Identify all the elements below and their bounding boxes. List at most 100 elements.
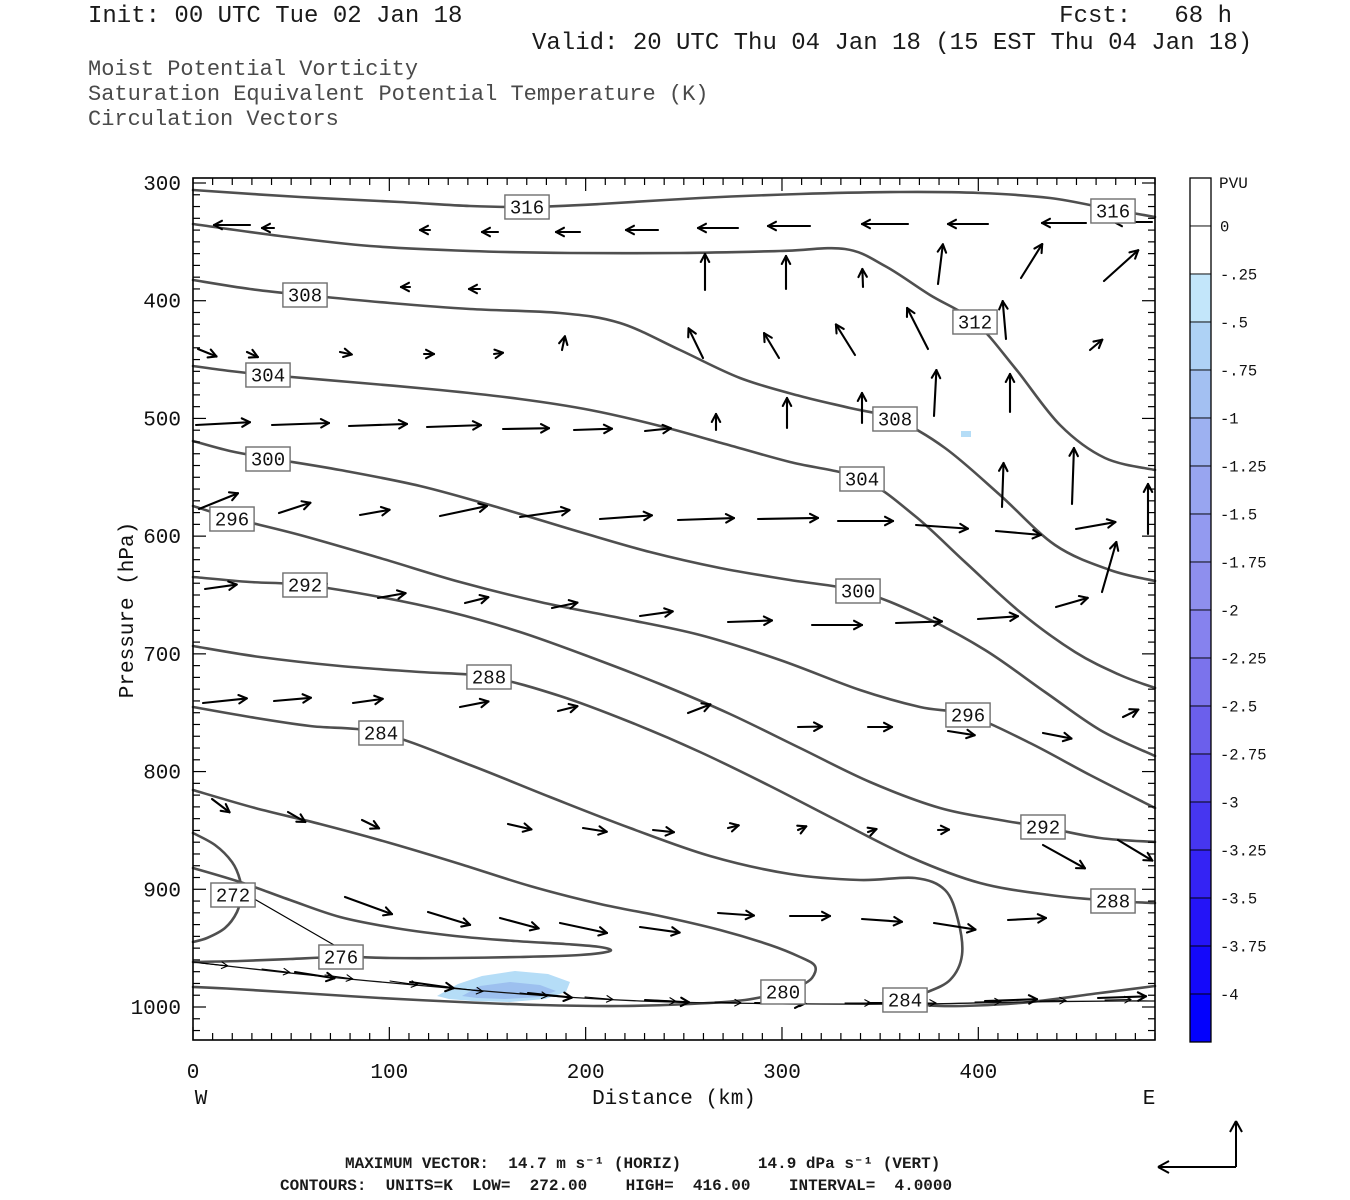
contour-label-292: 292 <box>282 572 328 598</box>
vector-arrow <box>1100 540 1120 594</box>
vector-arrow <box>399 281 412 293</box>
vector-arrow <box>199 961 229 970</box>
vector-arrow <box>780 254 792 291</box>
vector-arrow <box>210 797 231 814</box>
vector-arrow <box>997 461 1009 509</box>
vector-arrow <box>756 512 820 524</box>
colorbar-tick-label: 0 <box>1220 219 1229 237</box>
mpv-shading <box>437 431 971 1002</box>
vector-arrow <box>936 243 948 286</box>
y-axis-title: Pressure (hPa) <box>117 522 140 698</box>
y-tick-label: 800 <box>143 763 181 786</box>
vector-arrow <box>1068 446 1079 506</box>
vector-arrow <box>788 910 832 922</box>
vector-arrow <box>860 218 910 230</box>
svg-text:316: 316 <box>1096 202 1130 224</box>
y-tick-label: 300 <box>143 174 181 197</box>
vector-arrow <box>1121 708 1140 719</box>
contour-label-312: 312 <box>952 309 998 335</box>
svg-text:304: 304 <box>845 470 879 492</box>
colorbar-tick-label: -3 <box>1220 795 1239 813</box>
vector-arrow <box>376 589 407 600</box>
vector-arrow <box>976 611 1019 623</box>
vector-arrow <box>506 822 533 833</box>
vector-arrow <box>936 824 951 836</box>
vector-arrow <box>458 697 490 709</box>
valid-time-label: Valid: 20 UTC Thu 04 Jan 18 (15 EST Thu … <box>532 30 1253 57</box>
vector-arrow <box>1096 991 1148 1002</box>
contour-label-304: 304 <box>245 362 291 388</box>
colorbar-segment <box>1189 945 1212 995</box>
vector-arrow <box>866 721 894 733</box>
svg-text:276: 276 <box>324 948 358 970</box>
contour-288 <box>191 644 1157 905</box>
vector-arrow <box>426 910 472 928</box>
vector-arrow <box>581 825 608 836</box>
contour-label-304: 304 <box>839 466 885 492</box>
vector-arrow <box>766 220 812 232</box>
svg-text:272: 272 <box>216 886 250 908</box>
svg-text:284: 284 <box>364 724 398 746</box>
vector-arrow <box>598 510 653 522</box>
colorbar-tick-label: -3.75 <box>1220 939 1267 957</box>
vector-arrow <box>1041 843 1087 870</box>
x-tick-label: 200 <box>567 1062 605 1085</box>
x-tick-label: 100 <box>370 1062 408 1085</box>
field-title-vectors: Circulation Vectors <box>88 107 339 132</box>
init-time-label: Init: 00 UTC Tue 02 Jan 18 <box>88 3 463 30</box>
contour-276 <box>191 866 613 964</box>
vector-arrow <box>710 412 722 432</box>
east-end-label: E <box>1143 1088 1156 1111</box>
contour-label-292: 292 <box>1020 814 1066 840</box>
vector-arrow <box>518 505 571 519</box>
vector-arrow <box>1006 913 1047 924</box>
vector-arrow <box>643 423 672 435</box>
contour-label-288: 288 <box>466 664 512 690</box>
vector-arrow <box>519 991 549 1000</box>
colorbar-tick-label: -1.75 <box>1220 555 1267 573</box>
reference-vector-arrows <box>1157 1120 1243 1174</box>
vector-arrow <box>796 721 824 732</box>
x-tick-label: 300 <box>763 1062 801 1085</box>
vector-arrow <box>856 391 868 425</box>
svg-text:300: 300 <box>251 450 285 472</box>
colorbar-tick-label: -2.25 <box>1220 651 1267 669</box>
vector-arrow <box>1040 217 1088 229</box>
vector-arrow <box>946 728 976 740</box>
vector-arrow <box>998 300 1009 341</box>
vector-arrow <box>201 693 248 705</box>
vector-arrow <box>389 980 419 988</box>
svg-text:296: 296 <box>951 706 985 728</box>
colorbar-segment <box>1189 561 1212 611</box>
contour-label-280: 280 <box>760 979 806 1005</box>
vector-arrow <box>272 693 312 704</box>
vector-arrow <box>796 824 808 835</box>
colorbar-segment <box>1189 273 1212 323</box>
vector-arrow <box>1116 838 1154 862</box>
contour-label-276: 276 <box>318 944 364 970</box>
svg-text:300: 300 <box>841 582 875 604</box>
colorbar-segment <box>1189 465 1212 515</box>
x-tick-label: 400 <box>959 1062 997 1085</box>
colorbar-segment <box>1189 513 1212 563</box>
vector-arrow <box>994 528 1042 540</box>
vector-arrow <box>810 619 864 631</box>
svg-text:304: 304 <box>251 366 285 388</box>
vector-arrow <box>360 818 381 830</box>
contour-304 <box>191 364 1157 690</box>
colorbar-segment <box>1189 801 1212 851</box>
vector-arrow <box>422 348 436 360</box>
vector-arrow <box>338 347 353 359</box>
vector-arrow <box>408 980 455 993</box>
vector-arrow <box>197 491 239 511</box>
svg-text:288: 288 <box>472 668 506 690</box>
contour-308 <box>191 278 1157 583</box>
colorbar-segment <box>1189 993 1212 1043</box>
vector-arrow <box>624 224 660 236</box>
axis-tick-labels: 300 400 500 600 700 800 900 1000 0 100 200 300 400 W E… <box>117 174 1155 1111</box>
vector-arrow <box>550 599 579 610</box>
vector-arrow <box>425 420 483 431</box>
vector-arrow <box>261 967 291 976</box>
vector-arrow <box>651 826 675 837</box>
contour-292 <box>191 575 1157 844</box>
